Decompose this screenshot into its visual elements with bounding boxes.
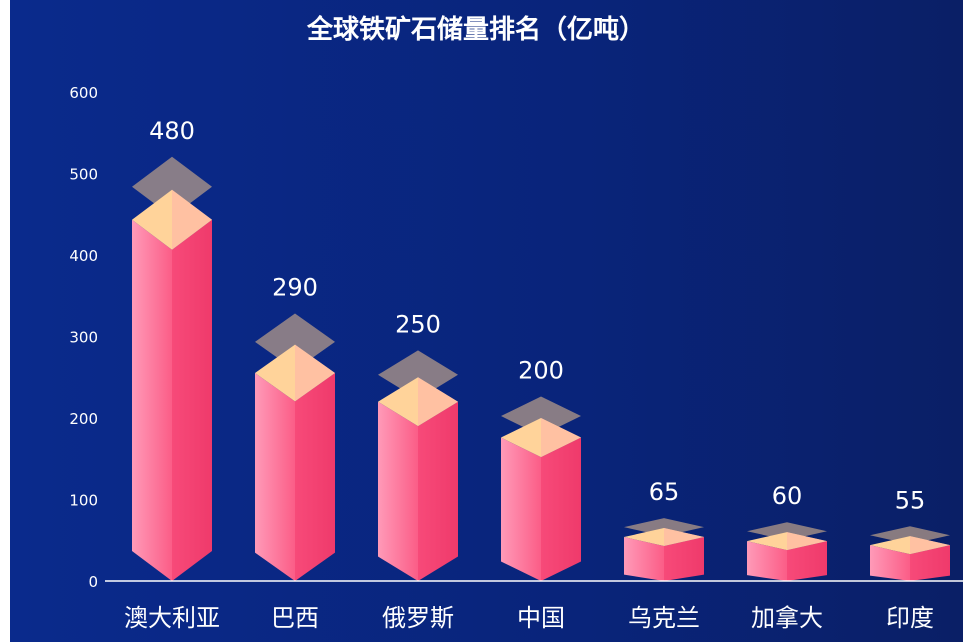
y-tick-label: 300 <box>69 329 98 347</box>
bar-cap-shade <box>172 189 212 250</box>
bar-cap-shade <box>664 528 704 547</box>
y-axis: 0 100 200 300 400 500 600 <box>69 84 98 591</box>
x-tick-label: 印度 <box>886 604 934 632</box>
y-tick-label: 0 <box>88 573 98 591</box>
bar-left-face <box>501 437 541 581</box>
bar-cap-shade <box>295 344 335 402</box>
bar <box>501 396 581 581</box>
bar-value-label: 200 <box>518 356 564 384</box>
bar <box>747 522 827 581</box>
bar <box>870 526 950 581</box>
bar-ghost-cap <box>132 156 212 217</box>
bar-left-face <box>378 401 418 581</box>
y-tick-label: 600 <box>69 84 98 102</box>
bar-cap-shade <box>787 532 827 551</box>
bar-ghost-cap <box>624 518 704 537</box>
bar-cap-shade <box>541 418 581 458</box>
bar-value-label: 60 <box>772 482 803 510</box>
bar-right-face <box>295 373 335 581</box>
bar-left-face <box>747 541 787 581</box>
bar <box>624 518 704 581</box>
bar-right-face <box>541 437 581 581</box>
x-axis: 澳大利亚 巴西 俄罗斯 中国 乌克兰 加拿大 印度 <box>124 604 934 632</box>
bar-cap-shade <box>910 536 950 555</box>
bars-group: 480 290 250 200 65 60 55 <box>132 117 950 582</box>
bar-right-face <box>172 219 212 582</box>
y-tick-label: 100 <box>69 492 98 510</box>
chart-canvas: 全球铁矿石储量排名（亿吨） 0 100 200 300 400 500 600 480 290… <box>69 14 963 632</box>
y-tick-label: 500 <box>69 166 98 184</box>
x-tick-label: 加拿大 <box>751 604 823 632</box>
bar-left-face <box>624 537 664 581</box>
bar-left-face <box>870 545 910 581</box>
x-tick-label: 澳大利亚 <box>124 604 220 632</box>
bar-value-label: 65 <box>649 478 680 506</box>
bar <box>132 156 212 582</box>
bar-left-face <box>132 219 172 582</box>
bar-left-face <box>255 373 295 581</box>
bar-value-label: 250 <box>395 310 441 338</box>
bar-ghost-cap <box>501 396 581 436</box>
x-tick-label: 中国 <box>517 604 565 632</box>
bar-cap-shade <box>418 377 458 427</box>
bar-value-label: 55 <box>895 486 926 514</box>
bar-ghost-cap <box>747 522 827 541</box>
x-tick-label: 俄罗斯 <box>382 604 454 632</box>
bar-right-face <box>910 545 950 581</box>
bar-ghost-cap <box>378 350 458 400</box>
y-tick-label: 200 <box>69 410 98 428</box>
bar-ghost-cap <box>255 313 335 371</box>
bar-right-face <box>787 541 827 581</box>
x-tick-label: 巴西 <box>271 604 319 632</box>
bar-right-face <box>664 537 704 581</box>
bar-right-face <box>418 401 458 581</box>
bar <box>255 313 335 581</box>
x-tick-label: 乌克兰 <box>628 604 700 632</box>
bar-ghost-cap <box>870 526 950 545</box>
bar-value-label: 480 <box>149 117 195 145</box>
bar <box>378 350 458 581</box>
bar-value-label: 290 <box>272 273 318 301</box>
y-tick-label: 400 <box>69 247 98 265</box>
chart-panel: 全球铁矿石储量排名（亿吨） 0 100 200 300 400 500 600 480 290… <box>10 0 963 642</box>
chart-title: 全球铁矿石储量排名（亿吨） <box>306 14 645 45</box>
